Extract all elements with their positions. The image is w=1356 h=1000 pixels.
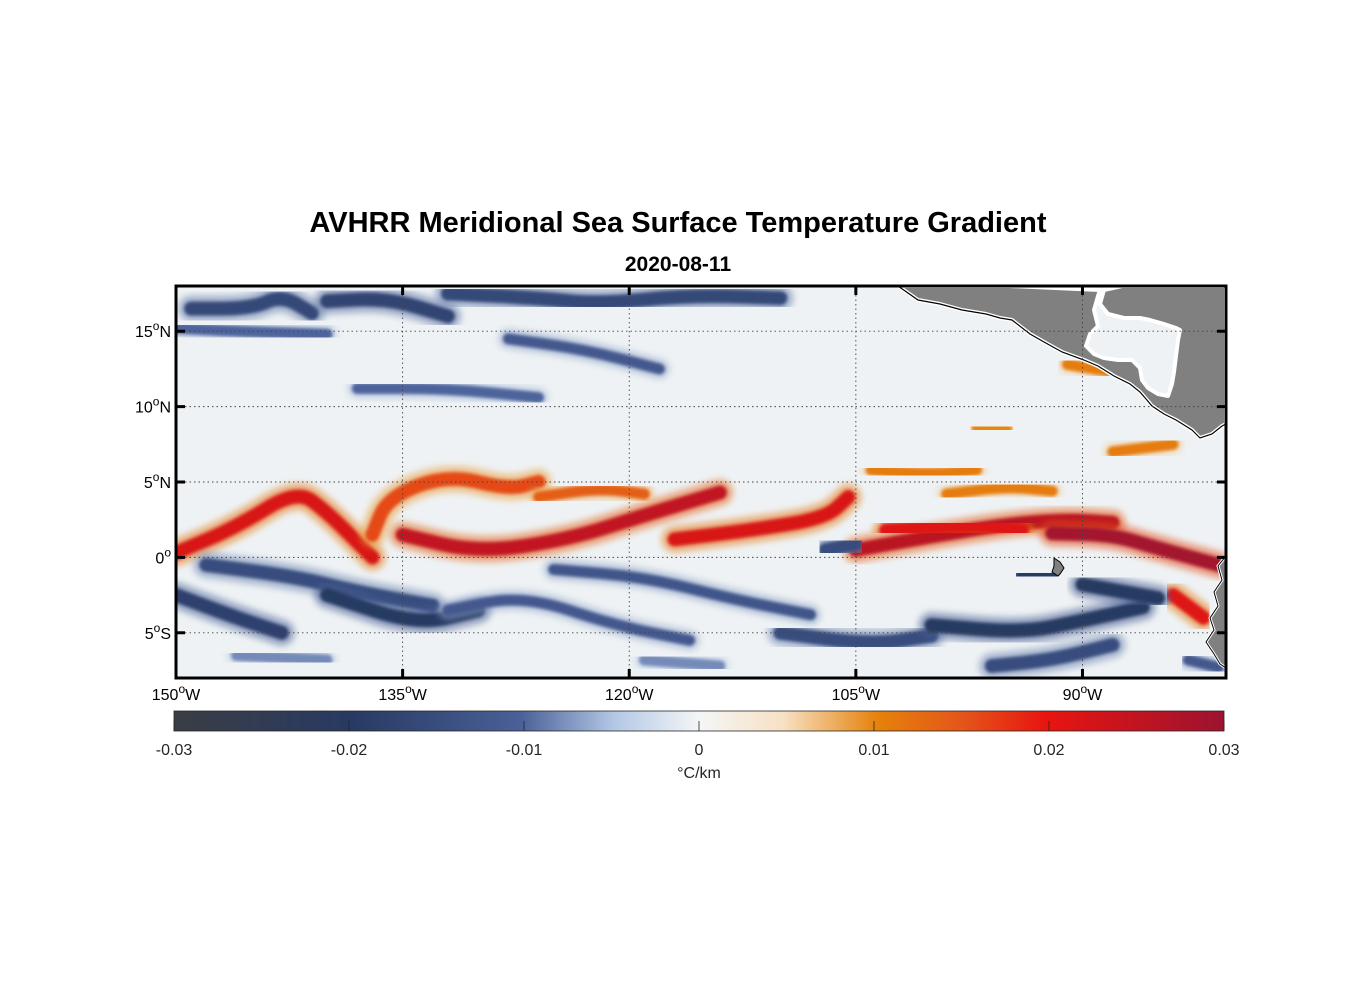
lon-tick-label: 90oW [1063,682,1103,704]
front-core [879,518,1030,538]
colorbar-tick-label: 0 [695,742,704,759]
lat-tick-label: 10oN [135,395,171,417]
front-core [1045,526,1226,572]
front-core [365,471,546,542]
front-core [638,654,726,672]
land-galapagos [1051,557,1065,577]
front-core [548,563,817,621]
lon-tick-label: 150oW [152,682,201,704]
front-core [971,422,1013,435]
lat-tick-label: 15oN [135,319,171,341]
colorbar-units: °C/km [677,765,721,782]
map-tick-marks [174,286,1226,678]
front-core [1182,654,1224,673]
front-core [184,291,319,321]
front-core [176,489,380,565]
front-core [230,649,333,666]
lon-tick-label: 105oW [832,682,881,704]
front-core [865,464,983,479]
front-core [533,484,650,503]
front-core [440,286,788,310]
front-core [1015,566,1060,583]
land-south-america-outline [1205,555,1226,669]
gradient-field [176,286,1226,678]
colorbar-tick-label: 0.03 [1208,742,1239,759]
front-core [941,482,1058,500]
latitude-labels: 15oN 10oN 5oN 0o 5oS [135,319,171,643]
figure-subtitle: 2020-08-11 [624,253,732,276]
lat-tick-label: 0o [155,545,171,567]
front-core [667,490,856,547]
colorbar-tick-label: -0.03 [156,742,193,759]
front-core [1075,577,1166,606]
land-central-america-outline [897,286,1226,439]
front-core [773,625,939,650]
colorbar-tick-label: 0.02 [1033,742,1064,759]
lon-tick-label: 120oW [605,682,654,704]
colorbar-ticks: -0.03 -0.02 -0.01 0 0.01 0.02 0.03 [156,721,1240,759]
front-core [176,322,333,340]
front-core [320,588,486,628]
front-core [924,600,1150,638]
front-core [442,594,696,646]
front-core [502,333,665,375]
front-core [1107,438,1179,458]
land-masses [896,286,1226,670]
front-core [351,383,545,404]
front-core [1061,358,1119,378]
figure-title: AVHRR Meridional Sea Surface Temperature… [309,207,1047,239]
map-panel: 150oW 135oW 120oW 105oW 90oW 15oN 10oN 5oN 0o 5o… [135,284,1228,704]
longitude-labels: 150oW 135oW 120oW 105oW 90oW [152,682,1103,704]
front-core [984,637,1120,673]
front-core [1166,588,1211,625]
lon-tick-label: 135oW [378,682,427,704]
front-core [199,557,440,613]
colorbar-tick-label: 0.01 [858,742,889,759]
front-core [818,536,863,557]
colorbar: -0.03 -0.02 -0.01 0 0.01 0.02 0.03 °C/km [156,710,1240,782]
front-core [395,485,727,556]
front-core [320,292,455,324]
lat-tick-label: 5oN [144,470,171,492]
front-core [176,588,289,640]
colorbar-tick-label: -0.02 [331,742,368,759]
lat-tick-label: 5oS [145,621,171,643]
colorbar-tick-label: -0.01 [506,742,543,759]
